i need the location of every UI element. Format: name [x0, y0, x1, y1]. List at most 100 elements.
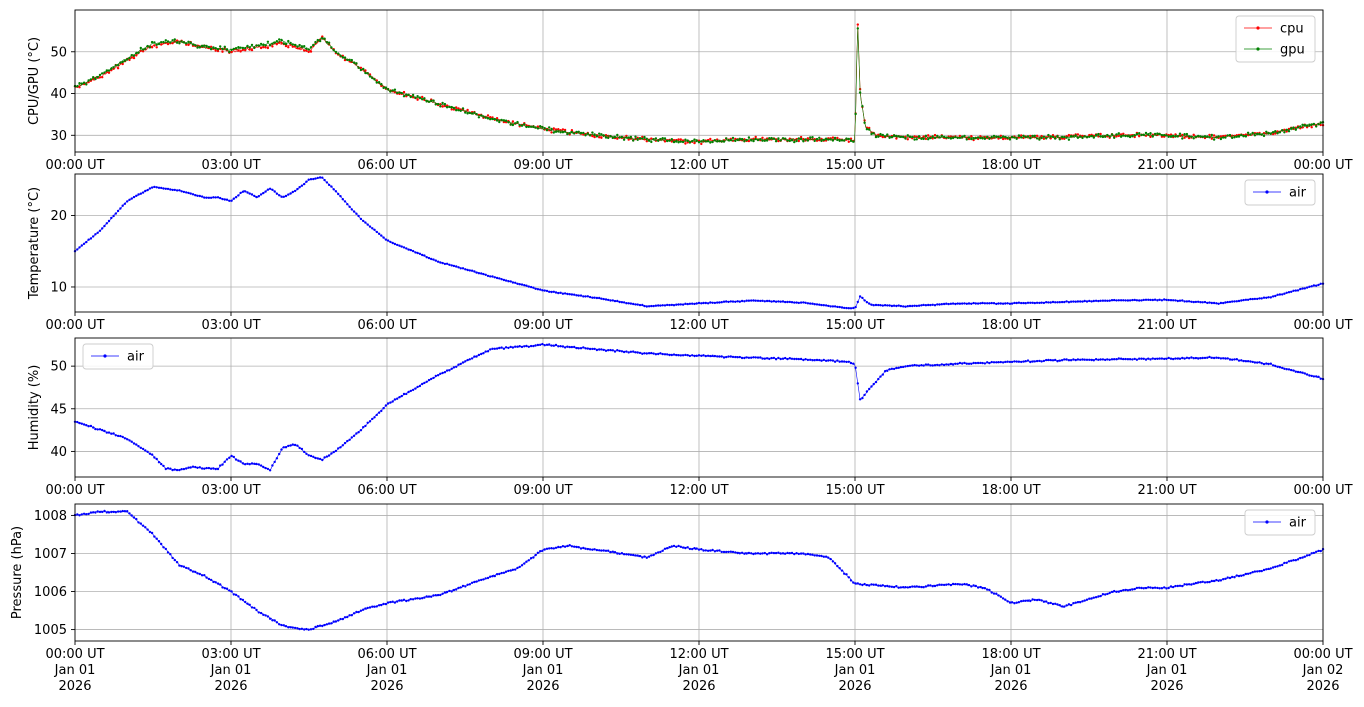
data-point: [1178, 584, 1182, 587]
data-point: [418, 597, 422, 600]
data-point: [729, 300, 732, 303]
data-point: [380, 603, 383, 607]
data-point: [346, 615, 349, 619]
data-point: [250, 193, 254, 196]
data-point: [94, 77, 97, 81]
data-point: [670, 140, 673, 143]
data-point: [927, 134, 930, 137]
data-point: [377, 604, 381, 607]
data-point: [343, 616, 347, 619]
data-point: [393, 242, 397, 246]
x-tick-label: 15:00 UT: [825, 318, 884, 333]
data-point: [135, 54, 138, 57]
data-point: [706, 549, 710, 552]
data-point: [1104, 358, 1107, 362]
data-point: [716, 140, 719, 143]
data-point: [321, 37, 324, 40]
data-point: [1040, 360, 1043, 363]
data-point: [759, 356, 762, 359]
data-point: [1090, 300, 1093, 303]
data-point: [250, 462, 254, 465]
data-point: [888, 304, 891, 307]
data-point: [282, 195, 285, 198]
data-point: [625, 134, 628, 138]
data-point: [434, 259, 437, 262]
data-point: [480, 352, 483, 356]
data-point: [300, 184, 304, 187]
data-point: [441, 105, 444, 108]
data-point: [228, 456, 231, 459]
data-point: [838, 305, 841, 309]
data-point: [927, 303, 930, 307]
data-point: [888, 136, 891, 139]
data-point: [1042, 600, 1046, 603]
data-point: [856, 382, 859, 385]
data-point: [450, 367, 453, 370]
data-point: [1090, 134, 1093, 138]
data-point: [330, 185, 333, 188]
data-point: [924, 134, 928, 137]
data-point: [1163, 298, 1166, 301]
data-point: [1210, 356, 1214, 359]
data-point: [1244, 360, 1248, 363]
data-point: [967, 583, 971, 587]
data-point: [364, 221, 367, 224]
data-point: [1040, 136, 1043, 140]
data-point: [389, 90, 392, 93]
data-point: [1201, 580, 1204, 583]
data-point: [548, 343, 551, 346]
data-point: [879, 584, 882, 587]
data-point: [602, 549, 605, 552]
data-point: [116, 510, 120, 513]
data-point: [1033, 134, 1037, 137]
data-point: [405, 247, 408, 250]
data-point: [745, 299, 748, 302]
data-point: [101, 72, 104, 75]
data-point: [927, 584, 930, 587]
data-point: [325, 455, 329, 458]
data-point: [1267, 131, 1270, 135]
data-point: [116, 209, 120, 213]
data-point: [287, 444, 290, 448]
data-point: [1249, 297, 1252, 301]
data-point: [278, 623, 281, 626]
data-point: [241, 48, 245, 52]
data-point: [373, 605, 376, 608]
data-point: [470, 112, 474, 115]
data-point: [1063, 605, 1066, 608]
x-tick-label: 21:00 UT: [1137, 647, 1196, 662]
data-point: [139, 192, 142, 195]
data-point: [92, 511, 95, 514]
data-point: [659, 352, 662, 355]
data-point: [740, 137, 744, 141]
data-point: [169, 467, 172, 470]
data-point: [1294, 128, 1298, 131]
data-point: [838, 139, 841, 142]
data-point: [557, 545, 560, 549]
data-point: [654, 353, 658, 356]
data-point: [974, 361, 977, 365]
data-point: [768, 552, 771, 555]
data-point: [970, 137, 973, 141]
data-point: [1244, 572, 1248, 576]
data-point: [899, 586, 903, 589]
data-point: [375, 81, 378, 84]
data-point: [330, 46, 333, 49]
data-point: [1244, 135, 1248, 138]
data-point: [768, 357, 771, 361]
x-tick-label: 12:00 UT: [669, 158, 728, 173]
data-point: [396, 243, 399, 247]
data-point: [443, 371, 447, 374]
data-point: [126, 510, 129, 513]
data-point: [445, 106, 449, 109]
data-point: [405, 392, 408, 396]
data-point: [638, 303, 642, 307]
data-point: [607, 549, 610, 552]
data-point: [1049, 601, 1052, 605]
data-point: [262, 191, 265, 195]
data-point: [318, 624, 322, 627]
data-point: [643, 135, 646, 139]
data-point: [228, 589, 231, 592]
data-point: [1226, 576, 1229, 579]
data-point: [105, 222, 109, 225]
